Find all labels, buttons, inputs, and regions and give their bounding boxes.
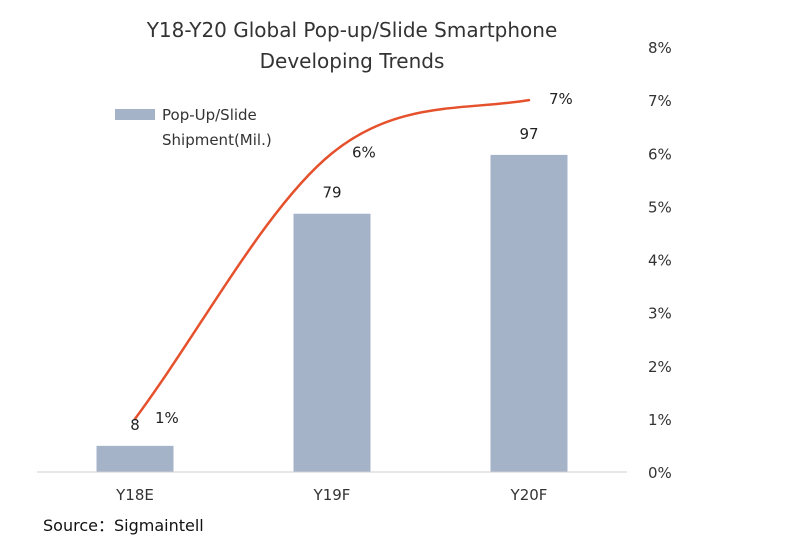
chart-title-line-2: Developing Trends xyxy=(260,49,445,73)
bar-value-label: 79 xyxy=(322,184,341,202)
y-right-tick-label: 2% xyxy=(648,358,672,376)
y-right-tick-label: 0% xyxy=(648,464,672,482)
bar-y19f xyxy=(293,213,371,472)
legend-swatch xyxy=(115,109,155,120)
y-right-tick-label: 4% xyxy=(648,252,672,270)
bar-value-label: 8 xyxy=(130,416,140,434)
source-label: Source： xyxy=(43,516,114,535)
line-layer xyxy=(133,98,531,421)
legend-label-line-1: Pop-Up/Slide xyxy=(162,106,257,124)
x-tick-label-y20f: Y20F xyxy=(510,486,548,504)
axis-layer: Y18E Y19F Y20F 0% 1% 2% 3% 4% 5% 6% 7% 8% xyxy=(37,39,672,504)
source-note: Source：Sigmaintell xyxy=(43,512,204,536)
bar-value-label: 97 xyxy=(519,125,538,143)
y-right-tick-label: 5% xyxy=(648,198,672,216)
bar-y18e xyxy=(96,445,174,472)
x-tick-label-y18e: Y18E xyxy=(115,486,154,504)
y-right-tick-label: 3% xyxy=(648,305,672,323)
labels-layer: 8 79 97 1% 6% 7% xyxy=(130,90,573,434)
x-tick-label-y19f: Y19F xyxy=(313,486,351,504)
y-right-tick-label: 8% xyxy=(648,39,672,57)
line-value-label: 7% xyxy=(549,90,573,108)
line-value-label: 1% xyxy=(155,409,179,427)
line-value-label: 6% xyxy=(352,143,376,161)
bar-y20f xyxy=(490,154,568,472)
legend-label-line-2: Shipment(Mil.) xyxy=(162,131,272,149)
y-right-tick-label: 7% xyxy=(648,92,672,110)
bars-layer xyxy=(96,154,568,472)
penetration-line xyxy=(133,98,531,421)
y-right-tick-label: 6% xyxy=(648,145,672,163)
y-right-tick-label: 1% xyxy=(648,411,672,429)
source-value: Sigmaintell xyxy=(113,516,204,535)
chart-title-line-1: Y18-Y20 Global Pop-up/Slide Smartphone xyxy=(146,18,558,42)
